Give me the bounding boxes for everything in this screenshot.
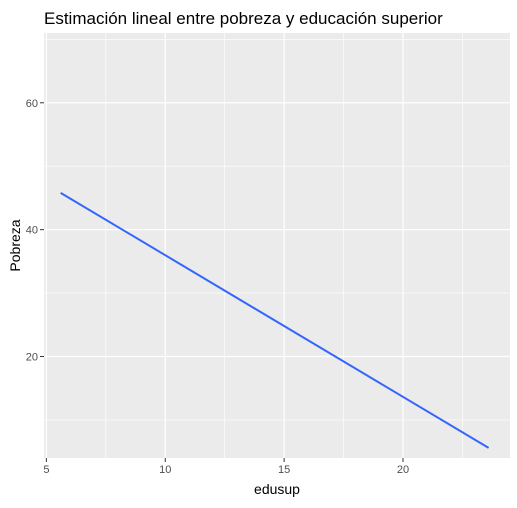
y-tick-label: 20: [26, 352, 38, 364]
y-axis-title: Pobreza: [7, 219, 23, 271]
plot-panel: [44, 33, 510, 458]
x-tick-label: 20: [397, 464, 409, 476]
y-axis-ticks: 20 40 60: [26, 98, 44, 364]
chart-title: Estimación lineal entre pobreza y educac…: [44, 9, 443, 28]
regression-line: [60, 191, 490, 449]
x-axis-title: edusup: [254, 481, 300, 497]
x-tick-label: 5: [43, 464, 49, 476]
minor-gridlines: [44, 33, 510, 458]
y-tick-label: 60: [26, 98, 38, 110]
x-tick-label: 15: [278, 464, 290, 476]
x-axis-ticks: 5 10 15 20: [43, 458, 409, 476]
x-tick-label: 10: [159, 464, 171, 476]
series-layer: [60, 191, 490, 449]
y-tick-label: 40: [26, 225, 38, 237]
